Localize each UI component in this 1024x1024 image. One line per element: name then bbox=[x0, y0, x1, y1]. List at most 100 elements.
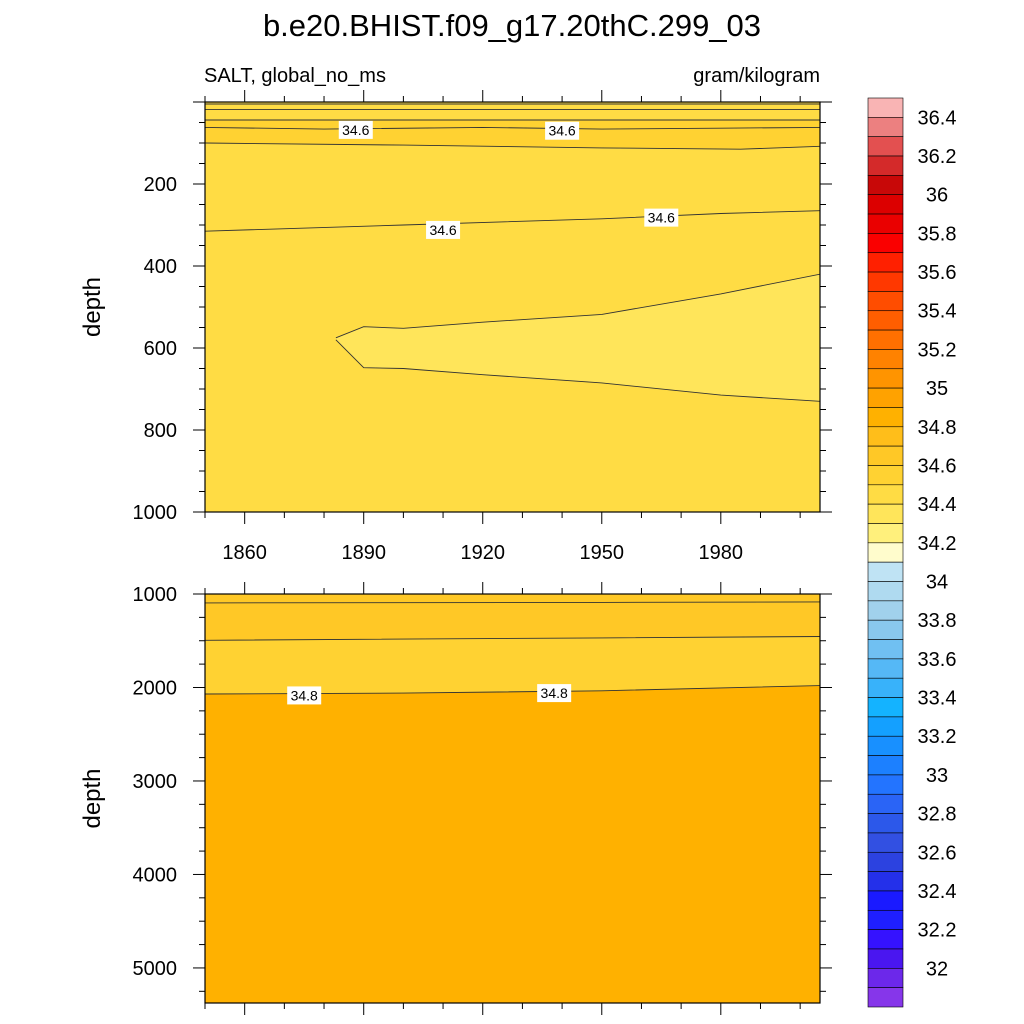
colorbar-box bbox=[867, 484, 904, 505]
colorbar-box bbox=[867, 349, 904, 370]
colorbar-box bbox=[867, 987, 904, 1008]
colorbar-box bbox=[867, 735, 904, 756]
upper-panel: 34.6 34.6 34.6 34.6 1860 1890 1920 1950 1980 200 4… bbox=[79, 90, 832, 564]
colorbar-box bbox=[867, 426, 904, 447]
plot-frame bbox=[204, 593, 821, 1004]
colorbar-box bbox=[867, 213, 904, 234]
colorbar-label: 33.6 bbox=[918, 649, 957, 671]
colorbar-box bbox=[867, 871, 904, 892]
colorbar-box bbox=[867, 813, 904, 834]
y-axis-label: depth bbox=[79, 768, 106, 828]
colorbar-label: 34.2 bbox=[918, 533, 957, 555]
contour-line bbox=[205, 210, 820, 232]
colorbar-box bbox=[867, 97, 904, 118]
chart-title: b.e20.BHIST.f09_g17.20thC.299_03 bbox=[263, 8, 761, 43]
colorbar-box bbox=[867, 503, 904, 524]
svg-text:34.6: 34.6 bbox=[548, 123, 575, 139]
x-tick-label: 1980 bbox=[699, 542, 744, 564]
fill-band bbox=[205, 594, 820, 641]
svg-text:34.6: 34.6 bbox=[648, 210, 675, 226]
colorbar-box bbox=[867, 155, 904, 176]
contour-label: 34.8 bbox=[537, 684, 572, 703]
colorbar-box bbox=[867, 793, 904, 814]
x-tick-label: 1950 bbox=[580, 542, 625, 564]
colorbar-box bbox=[867, 948, 904, 969]
contour-line bbox=[205, 126, 820, 130]
contour-label: 34.6 bbox=[338, 120, 373, 139]
colorbar-box bbox=[867, 542, 904, 563]
variable-label: SALT, global_no_ms bbox=[204, 65, 386, 87]
colorbar-label: 36 bbox=[926, 185, 948, 207]
colorbar-label: 34 bbox=[926, 572, 948, 594]
colorbar-label: 35 bbox=[926, 378, 948, 400]
colorbar-box bbox=[867, 136, 904, 157]
y-tick-label: 4000 bbox=[133, 864, 178, 886]
colorbar-box bbox=[867, 851, 904, 872]
colorbar-label: 33.8 bbox=[918, 610, 957, 632]
fill-band bbox=[205, 102, 820, 120]
colorbar-label: 34.4 bbox=[918, 494, 957, 516]
colorbar-box bbox=[867, 117, 904, 137]
colorbar-label: 35.2 bbox=[918, 339, 957, 361]
colorbar-label: 35.4 bbox=[918, 301, 957, 323]
units-label: gram/kilogram bbox=[693, 65, 820, 87]
colorbar-label: 33.2 bbox=[918, 726, 957, 748]
colorbar-box bbox=[867, 175, 904, 196]
y-tick-label: 200 bbox=[144, 174, 177, 196]
colorbar-box bbox=[867, 600, 904, 621]
colorbar-box bbox=[867, 890, 904, 911]
colorbar-box bbox=[867, 561, 904, 582]
fill-band bbox=[205, 685, 820, 1003]
colorbar-box bbox=[867, 697, 904, 718]
colorbar-label: 33.4 bbox=[918, 688, 957, 710]
contour-line bbox=[205, 142, 820, 150]
colorbar-label: 32 bbox=[926, 958, 948, 980]
y-tick-label: 800 bbox=[144, 420, 177, 442]
y-axis-label: depth bbox=[79, 277, 106, 337]
colorbar-box bbox=[867, 774, 904, 795]
contour-line bbox=[335, 273, 820, 402]
colorbar-box bbox=[867, 310, 904, 331]
colorbar-box bbox=[867, 581, 904, 602]
colorbar-box bbox=[867, 233, 904, 254]
colorbar-box bbox=[867, 968, 904, 988]
contour-label: 34.6 bbox=[545, 121, 580, 140]
colorbar: 36.4 36.2 36 35.8 35.6 35.4 35.2 35 34.8 34.6 34.4… bbox=[867, 97, 957, 1008]
colorbar-box bbox=[867, 523, 904, 544]
colorbar-box bbox=[867, 639, 904, 660]
svg-text:34.8: 34.8 bbox=[291, 687, 318, 703]
lower-panel: 34.8 34.8 1000 2000 3000 4000 5000 depth bbox=[79, 582, 832, 1015]
colorbar-box bbox=[867, 387, 904, 408]
colorbar-label: 35.8 bbox=[918, 223, 957, 245]
y-tick-label: 1000 bbox=[133, 502, 178, 524]
y-tick-label: 1000 bbox=[133, 584, 178, 606]
x-tick-label: 1920 bbox=[460, 542, 505, 564]
colorbar-box bbox=[867, 658, 904, 679]
colorbar-label: 36.4 bbox=[918, 107, 957, 129]
colorbar-box bbox=[867, 252, 904, 273]
y-tick-label: 400 bbox=[144, 256, 177, 278]
colorbar-box bbox=[867, 368, 904, 389]
colorbar-label: 32.4 bbox=[918, 881, 957, 903]
svg-text:34.6: 34.6 bbox=[342, 122, 369, 138]
colorbar-box bbox=[867, 832, 904, 853]
colorbar-box bbox=[867, 445, 904, 466]
colorbar-label: 33 bbox=[926, 765, 948, 787]
colorbar-box bbox=[867, 194, 904, 215]
colorbar-box bbox=[867, 909, 904, 930]
contour-line bbox=[205, 601, 820, 604]
colorbar-box bbox=[867, 291, 904, 312]
colorbar-box bbox=[867, 465, 904, 486]
colorbar-label: 32.8 bbox=[918, 804, 957, 826]
fill-band bbox=[335, 274, 820, 402]
colorbar-box bbox=[867, 407, 904, 428]
svg-text:34.6: 34.6 bbox=[429, 222, 456, 238]
x-tick-label: 1890 bbox=[341, 542, 386, 564]
colorbar-label: 34.8 bbox=[918, 417, 957, 439]
colorbar-box bbox=[867, 755, 904, 776]
y-tick-label: 5000 bbox=[133, 958, 178, 980]
colorbar-box bbox=[867, 716, 904, 737]
colorbar-box bbox=[867, 929, 904, 950]
svg-text:34.8: 34.8 bbox=[541, 685, 568, 701]
